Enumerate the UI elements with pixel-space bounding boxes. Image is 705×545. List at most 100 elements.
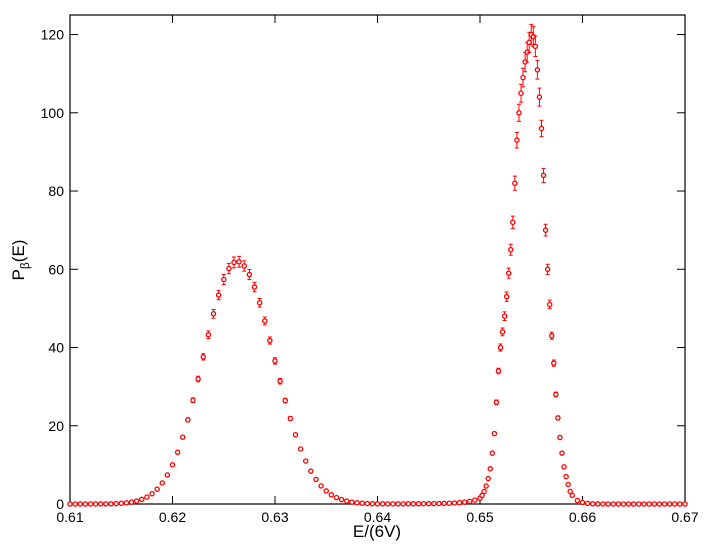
data-point bbox=[497, 344, 504, 351]
data-point bbox=[359, 500, 365, 506]
data-point bbox=[540, 172, 547, 179]
data-point bbox=[451, 500, 458, 506]
data-point bbox=[179, 434, 186, 440]
data-point bbox=[441, 500, 447, 507]
data-point bbox=[563, 473, 569, 480]
data-point bbox=[514, 137, 520, 143]
data-point bbox=[272, 358, 278, 364]
data-point bbox=[185, 417, 191, 423]
data-point bbox=[113, 500, 119, 507]
data-point bbox=[241, 263, 247, 269]
data-point bbox=[354, 499, 360, 506]
data-point bbox=[559, 450, 565, 456]
data-point bbox=[364, 500, 370, 507]
data-point bbox=[677, 501, 683, 507]
data-point bbox=[313, 476, 319, 483]
data-point bbox=[410, 501, 417, 507]
x-axis-label: E/(6V) bbox=[353, 522, 401, 541]
data-point bbox=[103, 501, 109, 507]
data-point bbox=[420, 500, 427, 507]
y-tick-label: 20 bbox=[48, 418, 64, 434]
data-point bbox=[510, 219, 516, 226]
data-point bbox=[287, 415, 294, 422]
data-point bbox=[138, 496, 145, 503]
data-point bbox=[505, 270, 512, 276]
data-point bbox=[431, 500, 437, 507]
data-point bbox=[261, 318, 268, 324]
data-point bbox=[118, 500, 125, 507]
x-tick-label: 0.62 bbox=[159, 509, 186, 525]
data-point bbox=[561, 464, 567, 470]
data-point bbox=[159, 480, 165, 486]
data-point bbox=[405, 501, 411, 507]
data-point bbox=[456, 499, 463, 506]
data-point bbox=[526, 39, 532, 46]
data-point bbox=[518, 90, 524, 96]
data-point bbox=[246, 271, 253, 278]
data-point bbox=[520, 74, 526, 81]
data-point bbox=[501, 313, 508, 319]
data-point bbox=[503, 293, 510, 300]
data-point bbox=[544, 266, 551, 273]
data-point bbox=[590, 501, 596, 507]
data-point bbox=[374, 501, 381, 507]
data-point bbox=[595, 501, 601, 507]
data-point bbox=[661, 501, 668, 507]
data-point bbox=[651, 501, 658, 507]
x-tick-label: 0.61 bbox=[56, 509, 83, 525]
data-point bbox=[551, 360, 557, 366]
data-point bbox=[631, 501, 637, 507]
x-tick-label: 0.67 bbox=[671, 509, 698, 525]
plot-frame bbox=[69, 14, 686, 505]
data-point bbox=[656, 501, 663, 507]
data-point bbox=[485, 475, 491, 482]
data-point bbox=[123, 500, 130, 506]
data-point bbox=[343, 498, 350, 504]
y-tick-label: 60 bbox=[48, 261, 64, 277]
data-point bbox=[487, 466, 493, 472]
y-tick-label: 0 bbox=[56, 496, 64, 512]
data-point bbox=[636, 501, 642, 507]
data-point bbox=[384, 501, 391, 507]
x-tick-label: 0.64 bbox=[364, 509, 391, 525]
data-point bbox=[128, 499, 135, 505]
data-point bbox=[149, 491, 155, 497]
data-point bbox=[164, 472, 171, 478]
data-point bbox=[87, 501, 94, 507]
data-point bbox=[483, 483, 489, 489]
data-point bbox=[574, 497, 581, 504]
data-point bbox=[190, 397, 196, 403]
data-point bbox=[369, 500, 376, 507]
data-point bbox=[512, 180, 518, 186]
x-tick-label: 0.66 bbox=[569, 509, 596, 525]
data-point bbox=[605, 501, 611, 507]
data-point bbox=[466, 498, 473, 505]
y-tick-label: 100 bbox=[41, 105, 65, 121]
data-point bbox=[625, 501, 632, 507]
data-point bbox=[333, 494, 340, 501]
y-label-sub: β bbox=[18, 262, 32, 269]
data-point bbox=[481, 488, 487, 495]
data-point bbox=[620, 501, 627, 507]
data-point bbox=[169, 462, 176, 468]
data-point bbox=[82, 501, 89, 507]
data-point bbox=[251, 284, 258, 290]
data-point bbox=[154, 486, 160, 492]
y-tick-label: 80 bbox=[48, 183, 64, 199]
data-point bbox=[379, 501, 386, 507]
data-point bbox=[553, 391, 559, 398]
data-point bbox=[425, 500, 432, 507]
data-point bbox=[499, 329, 506, 335]
data-point bbox=[555, 415, 561, 421]
data-point bbox=[215, 292, 222, 298]
data-point bbox=[308, 468, 314, 474]
y-tick-label: 40 bbox=[48, 340, 64, 356]
data-point bbox=[256, 300, 263, 306]
data-point bbox=[666, 501, 673, 507]
data-point bbox=[534, 67, 541, 73]
x-tick-label: 0.63 bbox=[261, 509, 288, 525]
data-point bbox=[569, 492, 576, 499]
data-point bbox=[538, 125, 545, 132]
